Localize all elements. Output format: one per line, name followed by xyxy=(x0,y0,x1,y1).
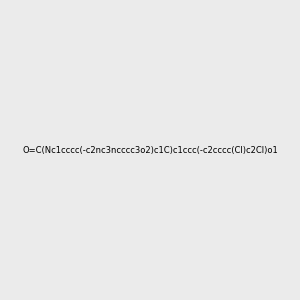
Text: O=C(Nc1cccc(-c2nc3ncccc3o2)c1C)c1ccc(-c2cccc(Cl)c2Cl)o1: O=C(Nc1cccc(-c2nc3ncccc3o2)c1C)c1ccc(-c2… xyxy=(22,146,278,154)
